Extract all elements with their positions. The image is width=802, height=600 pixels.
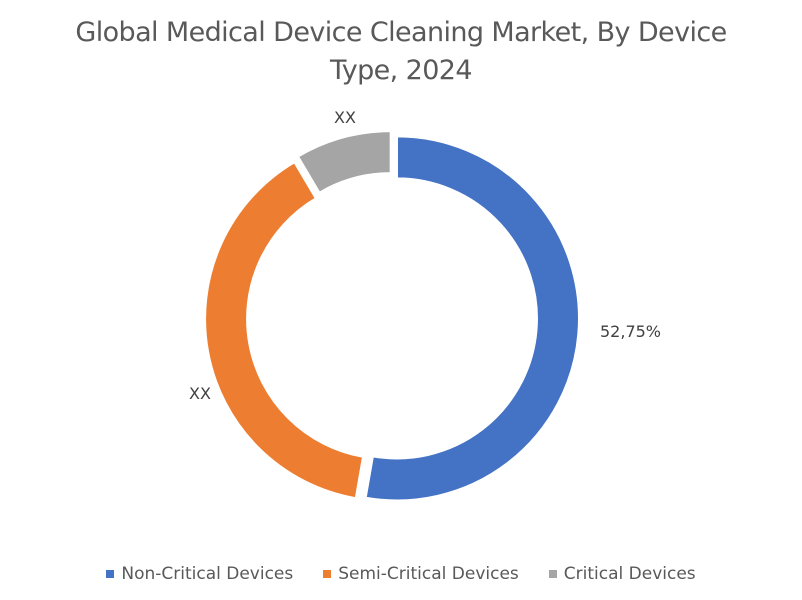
legend-item-critical: Critical Devices xyxy=(548,564,696,584)
chart-title-line-2: Type, 2024 xyxy=(330,55,473,86)
chart-title-line-1: Global Medical Device Cleaning Market, B… xyxy=(75,17,727,48)
legend-label: Non-Critical Devices xyxy=(121,564,294,584)
data-label-critical: XX xyxy=(334,108,356,127)
slice-semi-critical xyxy=(204,160,365,500)
slice-non-critical xyxy=(364,135,580,502)
legend-swatch-non-critical xyxy=(106,570,115,578)
data-label-semi-critical: XX xyxy=(189,384,211,403)
legend-item-semi-critical: Semi-Critical Devices xyxy=(323,564,519,584)
chart-legend: Non-Critical Devices Semi-Critical Devic… xyxy=(0,564,802,584)
legend-label: Critical Devices xyxy=(563,564,696,584)
data-label-non-critical: 52,75% xyxy=(600,322,662,341)
chart-title: Global Medical Device Cleaning Market, B… xyxy=(0,14,802,90)
legend-label: Semi-Critical Devices xyxy=(338,564,519,584)
doughnut-slices xyxy=(204,130,580,502)
legend-swatch-semi-critical xyxy=(323,570,332,578)
slice-critical xyxy=(296,130,392,195)
legend-swatch-critical xyxy=(548,570,557,578)
legend-item-non-critical: Non-Critical Devices xyxy=(106,564,293,584)
